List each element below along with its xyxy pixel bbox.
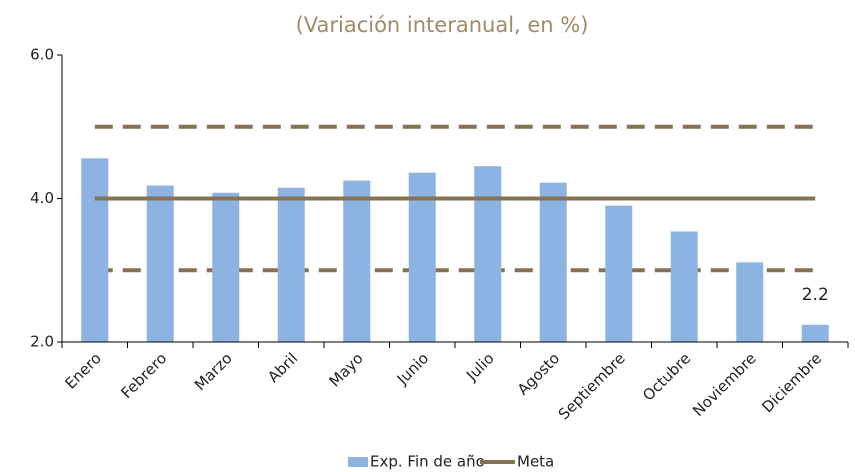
x-tick-label: Octubre bbox=[639, 349, 694, 404]
bar bbox=[605, 205, 633, 342]
x-tick-label: Febrero bbox=[117, 349, 170, 402]
x-tick-label: Marzo bbox=[191, 349, 236, 394]
chart-title: (Variación interanual, en %) bbox=[296, 13, 589, 37]
bar bbox=[343, 180, 371, 342]
legend-swatch bbox=[348, 457, 368, 467]
y-tick-label: 4.0 bbox=[30, 189, 54, 207]
legend-label: Meta bbox=[517, 453, 554, 471]
x-tick-label: Enero bbox=[61, 349, 104, 392]
bar bbox=[474, 166, 502, 342]
bar bbox=[539, 182, 567, 342]
y-tick-label: 2.0 bbox=[30, 333, 54, 351]
x-tick-label: Septiembre bbox=[555, 349, 629, 423]
legend-label: Exp. Fin de año bbox=[370, 453, 485, 471]
x-tick-label: Noviembre bbox=[689, 349, 760, 420]
bar bbox=[670, 231, 698, 342]
bar bbox=[146, 185, 174, 342]
bar bbox=[736, 262, 764, 342]
data-label: 2.2 bbox=[802, 285, 829, 305]
bar bbox=[277, 187, 305, 342]
x-tick-label: Abril bbox=[264, 349, 301, 386]
y-tick-label: 6.0 bbox=[30, 46, 54, 64]
x-tick-label: Junio bbox=[393, 349, 432, 388]
bar bbox=[801, 324, 829, 342]
x-tick-label: Agosto bbox=[514, 349, 563, 398]
x-tick-label: Mayo bbox=[326, 349, 367, 390]
bar bbox=[81, 158, 109, 342]
bar bbox=[212, 192, 240, 342]
x-tick-label: Julio bbox=[462, 349, 498, 385]
x-tick-label: Diciembre bbox=[758, 349, 825, 416]
bar bbox=[408, 172, 436, 342]
